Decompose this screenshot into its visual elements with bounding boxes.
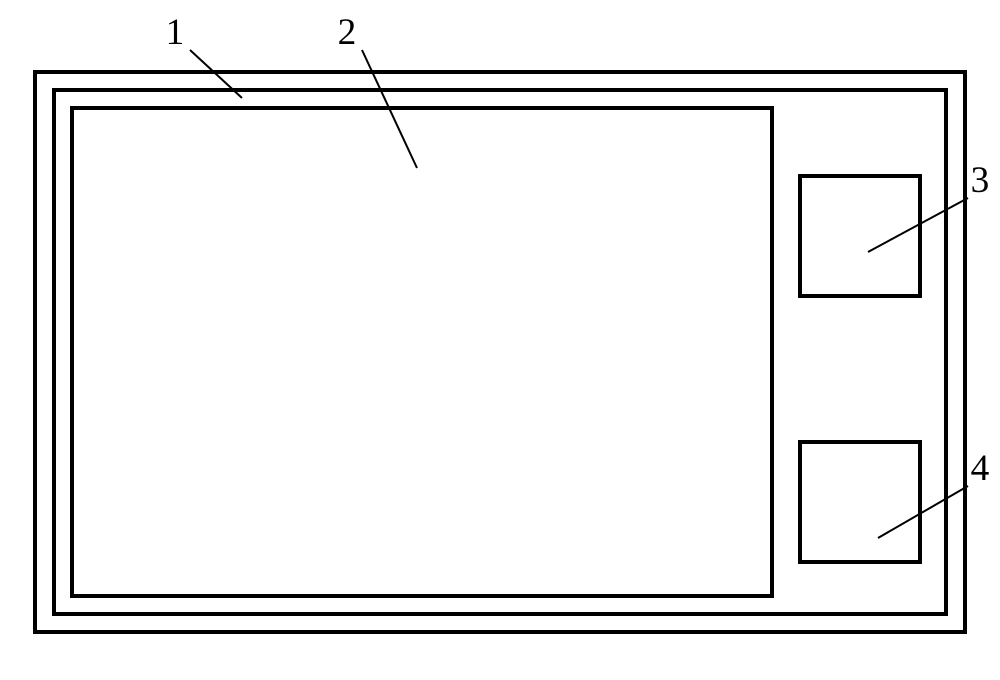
callout-label-3: 3 <box>971 160 990 201</box>
side-box-top <box>800 176 920 296</box>
callout-label-4: 4 <box>971 448 990 489</box>
callout-label-2: 2 <box>338 12 357 53</box>
callout-label-1: 1 <box>166 12 185 53</box>
side-box-bottom <box>800 442 920 562</box>
technical-diagram: 1 2 3 4 <box>0 0 1000 680</box>
leader-line-4 <box>878 486 968 538</box>
main-panel <box>72 108 772 596</box>
inner-margin <box>54 90 946 614</box>
outer-frame <box>35 72 965 632</box>
